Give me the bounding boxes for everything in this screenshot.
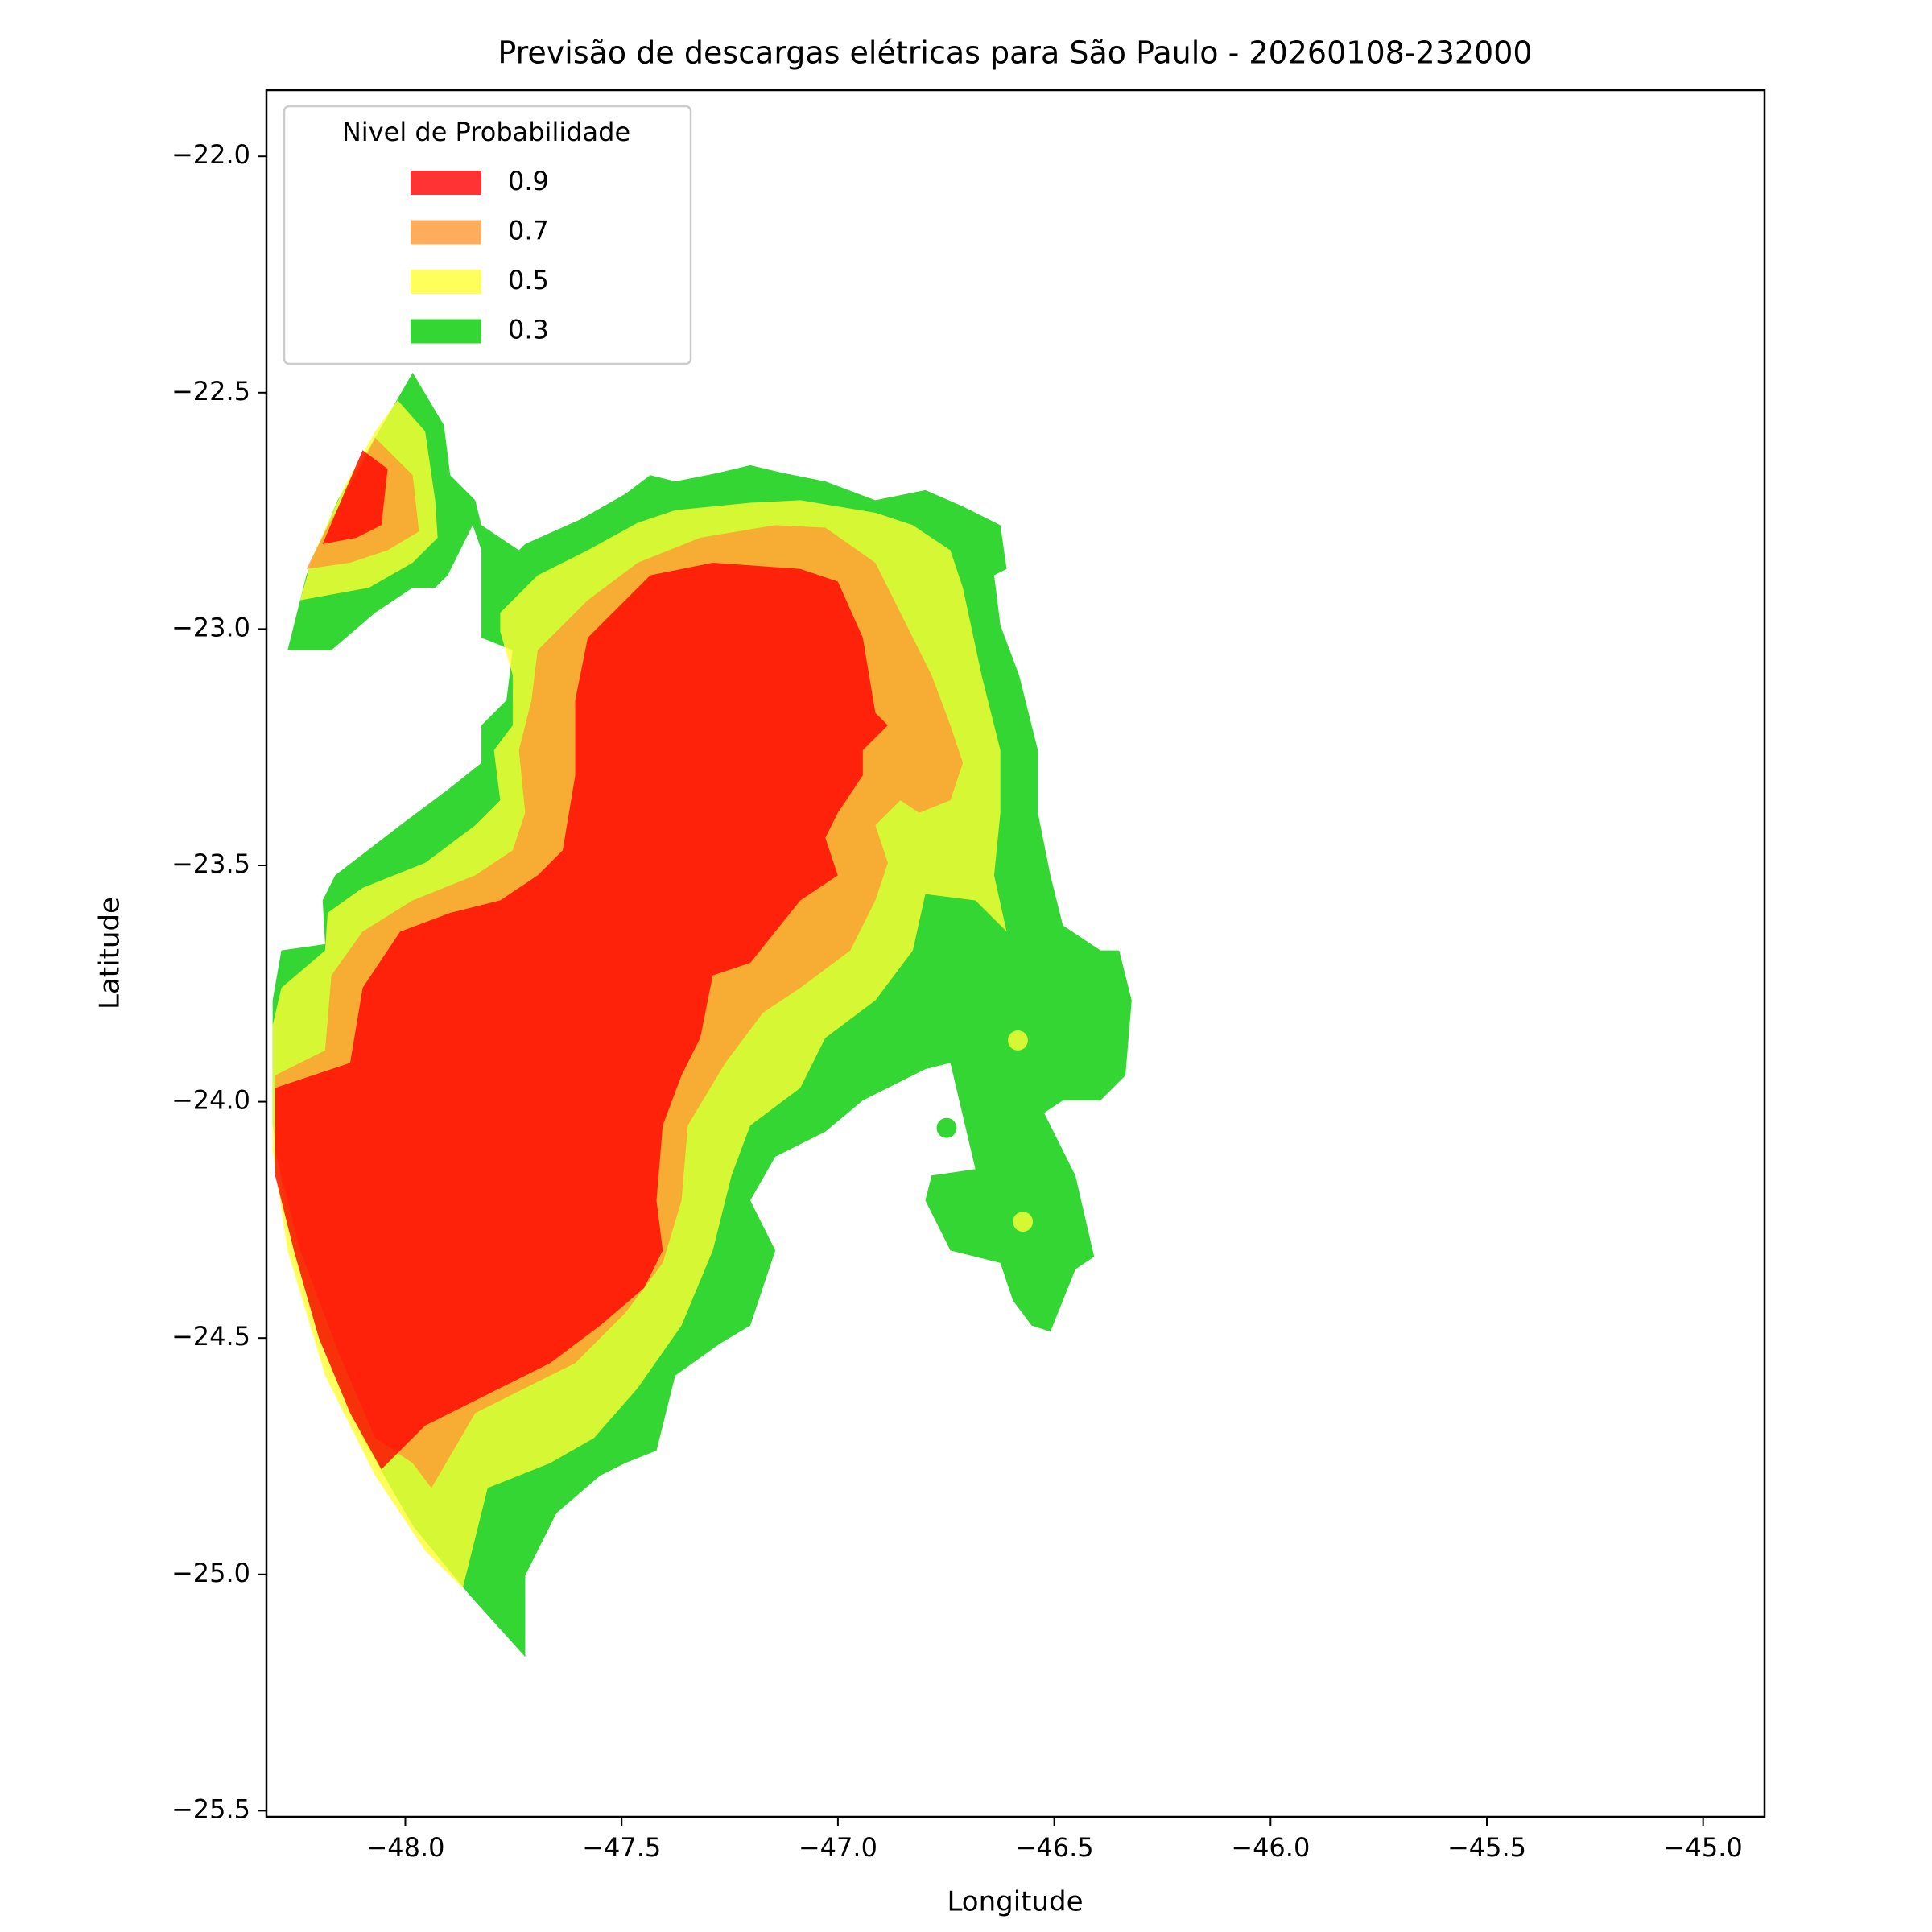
chart-title: Previsão de descargas elétricas para São… [497, 35, 1532, 71]
y-tick-label: −23.5 [171, 848, 250, 879]
contour-map [272, 372, 1132, 1657]
y-tick-label: −22.0 [171, 139, 250, 170]
legend-box [283, 105, 692, 365]
legend-swatch [411, 171, 481, 195]
x-axis-label: Longitude [947, 1886, 1083, 1918]
legend-title: Nivel de Probabilidade [342, 117, 630, 147]
y-tick-label: −25.5 [171, 1794, 250, 1824]
x-tick-label: −47.5 [582, 1832, 661, 1863]
y-tick-label: −24.5 [171, 1321, 250, 1352]
contour-spot [1013, 1212, 1034, 1232]
x-tick-label: −47.0 [799, 1832, 877, 1863]
y-axis-label: Latitude [94, 897, 126, 1009]
x-tick-label: −48.0 [365, 1832, 444, 1863]
contour-spot [1008, 1030, 1028, 1051]
legend-swatch [411, 270, 481, 294]
x-tick-label: −45.5 [1447, 1832, 1526, 1863]
y-tick-label: −24.0 [171, 1085, 250, 1116]
plot-frame [265, 89, 1766, 1818]
legend-label: 0.5 [508, 265, 549, 295]
legend-swatch [411, 319, 481, 344]
legend-label: 0.3 [508, 315, 549, 345]
legend-label: 0.7 [508, 216, 549, 246]
y-tick-label: −25.0 [171, 1558, 250, 1588]
legend-swatch [411, 220, 481, 245]
x-tick-label: −46.5 [1015, 1832, 1094, 1863]
y-tick-label: −22.5 [171, 376, 250, 407]
x-tick-label: −46.0 [1231, 1832, 1310, 1863]
contour-region [275, 450, 888, 1470]
legend-label: 0.9 [508, 166, 549, 196]
y-tick-label: −23.0 [171, 612, 250, 642]
contour-spot [936, 1117, 957, 1138]
x-tick-label: −45.0 [1664, 1832, 1743, 1863]
